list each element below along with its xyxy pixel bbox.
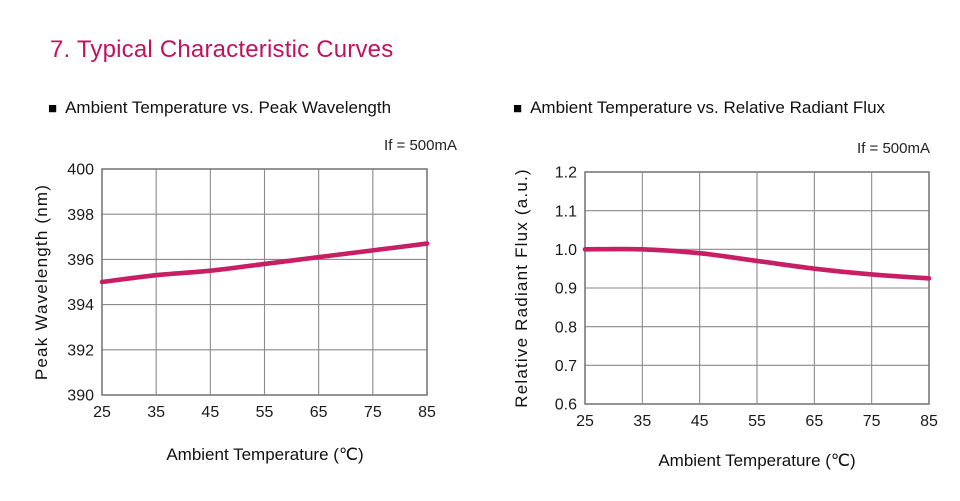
- y-tick-label: 392: [67, 342, 94, 359]
- x-tick-label: 35: [633, 413, 651, 430]
- peak-wavelength-plot: 25 35 45 55 65 75 85 390 392 394 396 398 400: [67, 162, 436, 421]
- x-tick-label: 55: [748, 413, 766, 430]
- plot-border: [584, 171, 930, 405]
- test-condition-label: If = 500mA: [857, 140, 930, 157]
- chart-heading: ■ Ambient Temperature vs. Peak Wavelength: [48, 98, 391, 118]
- x-tick-label: 75: [364, 404, 382, 421]
- y-tick-label: 0.7: [555, 358, 577, 375]
- x-tick-label: 25: [93, 404, 111, 421]
- gridlines: [585, 172, 929, 404]
- y-tick-label: 390: [67, 388, 94, 405]
- section-square-icon: ■: [48, 100, 58, 117]
- x-tick-label: 45: [201, 404, 219, 421]
- x-tick-label: 85: [920, 413, 938, 430]
- y-tick-labels: 0.6 0.7 0.8 0.9 1.0 1.1 1.2: [555, 165, 577, 414]
- gridlines: [102, 169, 427, 395]
- y-tick-label: 400: [67, 162, 94, 179]
- y-axis-title: Peak Wavelength (nm): [32, 183, 51, 381]
- x-tick-labels: 25 35 45 55 65 75 85: [576, 413, 938, 430]
- x-tick-label: 45: [691, 413, 709, 430]
- x-tick-label: 55: [256, 404, 274, 421]
- y-tick-label: 398: [67, 207, 94, 224]
- y-tick-labels: 390 392 394 396 398 400: [67, 162, 94, 405]
- chart-heading: ■ Ambient Temperature vs. Relative Radian…: [513, 98, 885, 118]
- chart-peak-wavelength: ■ Ambient Temperature vs. Peak Wavelength…: [30, 95, 470, 485]
- x-tick-label: 85: [418, 404, 436, 421]
- data-curve: [582, 246, 932, 281]
- chart-title: Ambient Temperature vs. Relative Radiant…: [530, 98, 886, 117]
- y-tick-label: 1.1: [555, 203, 577, 220]
- test-condition-label: If = 500mA: [384, 137, 457, 154]
- data-curve: [99, 241, 430, 285]
- section-square-icon: ■: [513, 100, 523, 117]
- x-tick-labels: 25 35 45 55 65 75 85: [93, 404, 436, 421]
- y-tick-label: 396: [67, 252, 94, 269]
- y-tick-label: 1.0: [555, 242, 577, 259]
- x-tick-label: 75: [863, 413, 881, 430]
- x-tick-label: 35: [147, 404, 165, 421]
- y-tick-label: 394: [67, 297, 94, 314]
- y-tick-label: 0.6: [555, 397, 577, 414]
- x-axis-title: Ambient Temperature (℃): [658, 451, 856, 470]
- y-tick-label: 1.2: [555, 165, 577, 182]
- y-tick-label: 0.8: [555, 319, 577, 336]
- x-axis-title: Ambient Temperature (℃): [166, 445, 364, 464]
- x-tick-label: 65: [310, 404, 328, 421]
- relative-radiant-flux-plot: 25 35 45 55 65 75 85 0.6 0.7 0.8 0.9 1.0 1.1 1.2: [555, 165, 938, 430]
- chart-relative-radiant-flux: ■ Ambient Temperature vs. Relative Radian…: [495, 95, 960, 490]
- y-axis-title: Relative Radiant Flux (a.u.): [512, 168, 531, 408]
- page-title: 7. Typical Characteristic Curves: [50, 36, 394, 63]
- y-tick-label: 0.9: [555, 281, 577, 298]
- x-tick-label: 25: [576, 413, 594, 430]
- chart-title: Ambient Temperature vs. Peak Wavelength: [65, 98, 392, 117]
- x-tick-label: 65: [805, 413, 823, 430]
